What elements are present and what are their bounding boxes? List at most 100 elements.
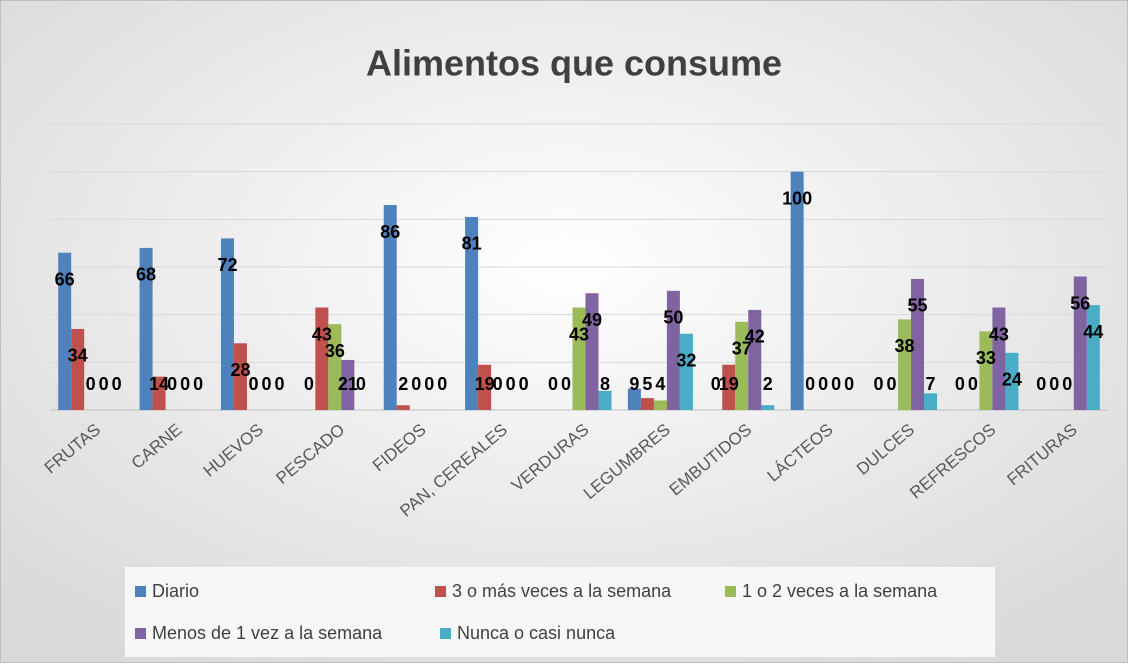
bar xyxy=(341,359,355,410)
data-label: 43 xyxy=(312,324,332,344)
bar xyxy=(898,319,912,410)
bar xyxy=(478,364,492,410)
bar xyxy=(666,290,680,410)
bar xyxy=(992,307,1006,410)
data-label: 2 xyxy=(763,374,773,394)
data-label: 21 xyxy=(338,374,358,394)
bar xyxy=(924,393,938,410)
data-label: 0 xyxy=(112,374,122,394)
data-label: 0 xyxy=(955,374,965,394)
data-label: 4 xyxy=(655,374,665,394)
data-label: 66 xyxy=(55,269,75,289)
bar xyxy=(328,324,342,410)
data-label: 0 xyxy=(887,374,897,394)
bar xyxy=(585,293,599,410)
data-label: 68 xyxy=(136,265,156,285)
data-label: 100 xyxy=(782,188,812,208)
bar xyxy=(911,278,925,410)
data-label: 56 xyxy=(1070,293,1090,313)
bar xyxy=(790,171,804,410)
bar xyxy=(1073,276,1087,410)
data-label: 14 xyxy=(149,374,169,394)
data-label: 19 xyxy=(719,374,739,394)
legend-label: Diario xyxy=(152,581,199,601)
data-label: 0 xyxy=(1036,374,1046,394)
data-label: 36 xyxy=(325,341,345,361)
data-label: 2 xyxy=(398,374,408,394)
bar xyxy=(722,364,736,410)
data-label: 81 xyxy=(462,234,482,254)
data-label: 33 xyxy=(976,348,996,368)
data-label: 0 xyxy=(167,374,177,394)
data-label: 19 xyxy=(475,374,495,394)
bar xyxy=(233,343,247,410)
legend-label: Nunca o casi nunca xyxy=(457,623,616,643)
data-label: 0 xyxy=(99,374,109,394)
bar xyxy=(315,307,329,410)
bar xyxy=(152,376,166,410)
legend-swatch xyxy=(435,586,446,597)
data-label: 0 xyxy=(831,374,841,394)
legend-label: 1 o 2 veces a la semana xyxy=(742,581,938,601)
data-label: 0 xyxy=(548,374,558,394)
data-label: 0 xyxy=(805,374,815,394)
data-label: 86 xyxy=(380,222,400,242)
data-label: 0 xyxy=(304,374,314,394)
bar xyxy=(220,238,234,410)
data-label: 43 xyxy=(989,324,1009,344)
data-label: 0 xyxy=(968,374,978,394)
bar xyxy=(979,331,993,410)
data-label: 24 xyxy=(1002,370,1022,390)
data-label: 7 xyxy=(926,374,936,394)
legend-swatch xyxy=(135,586,146,597)
data-label: 38 xyxy=(895,336,915,356)
chart-title: Alimentos que consume xyxy=(366,43,782,84)
data-label: 0 xyxy=(1062,374,1072,394)
data-label: 9 xyxy=(629,374,639,394)
bar xyxy=(396,405,410,410)
data-label: 42 xyxy=(745,327,765,347)
data-label: 0 xyxy=(261,374,271,394)
legend-swatch xyxy=(725,586,736,597)
bar xyxy=(58,252,72,410)
data-label: 0 xyxy=(424,374,434,394)
bar xyxy=(748,309,762,410)
bar xyxy=(598,390,612,410)
data-label: 32 xyxy=(676,350,696,370)
data-label: 0 xyxy=(86,374,96,394)
data-label: 50 xyxy=(663,308,683,328)
bar xyxy=(1005,352,1019,410)
data-label: 8 xyxy=(600,374,610,394)
data-label: 49 xyxy=(582,310,602,330)
data-label: 0 xyxy=(356,374,366,394)
bar xyxy=(679,333,693,410)
data-label: 0 xyxy=(1049,374,1059,394)
data-label: 0 xyxy=(561,374,571,394)
data-label: 55 xyxy=(908,296,928,316)
data-label: 0 xyxy=(818,374,828,394)
data-label: 43 xyxy=(569,324,589,344)
bar xyxy=(71,328,85,410)
data-label: 28 xyxy=(230,360,250,380)
data-label: 0 xyxy=(874,374,884,394)
data-label: 0 xyxy=(519,374,529,394)
bar xyxy=(383,205,397,410)
data-label: 0 xyxy=(193,374,203,394)
bar xyxy=(735,321,749,410)
bar xyxy=(653,400,667,410)
legend-label: 3 o más veces a la semana xyxy=(452,581,672,601)
data-label: 0 xyxy=(274,374,284,394)
data-label: 37 xyxy=(732,339,752,359)
bar xyxy=(627,388,641,410)
data-label: 72 xyxy=(217,255,237,275)
data-label: 5 xyxy=(642,374,652,394)
data-label: 44 xyxy=(1083,322,1103,342)
bar xyxy=(1086,305,1100,410)
data-label: 0 xyxy=(493,374,503,394)
bar xyxy=(572,307,586,410)
data-label: 0 xyxy=(248,374,258,394)
legend-label: Menos de 1 vez a la semana xyxy=(152,623,383,643)
bar xyxy=(640,398,654,410)
